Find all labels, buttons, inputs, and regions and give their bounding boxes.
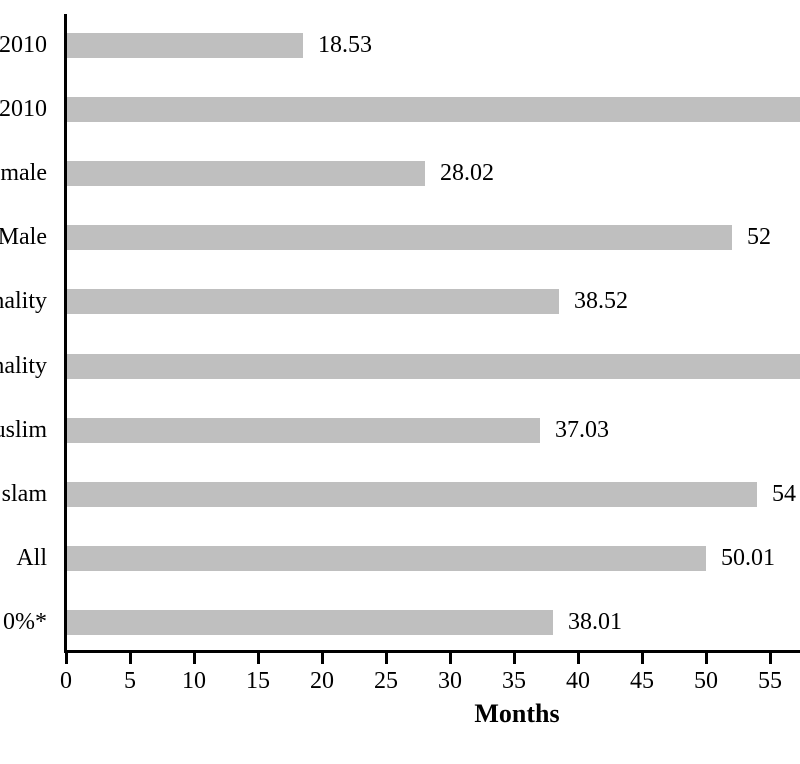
x-tick-label: 10 xyxy=(182,668,206,694)
y-axis-line xyxy=(64,14,67,653)
bar xyxy=(67,354,800,379)
x-tick-label: 35 xyxy=(502,668,526,694)
x-axis-line xyxy=(64,650,800,653)
x-tick-label: 30 xyxy=(438,668,462,694)
x-tick xyxy=(257,650,260,664)
x-tick xyxy=(193,650,196,664)
x-axis-title: Months xyxy=(474,699,560,728)
bar xyxy=(67,225,732,250)
bar xyxy=(67,546,706,571)
x-tick xyxy=(449,650,452,664)
x-tick xyxy=(385,650,388,664)
x-tick-label: 40 xyxy=(566,668,590,694)
bar xyxy=(67,289,559,314)
category-label: 2010 xyxy=(0,96,47,122)
bar xyxy=(67,97,800,122)
bar-value-label: 52 xyxy=(747,224,771,250)
category-label: Male xyxy=(0,224,47,250)
category-label: uslim xyxy=(0,417,47,443)
bar-value-label: 37.03 xyxy=(555,417,609,443)
x-tick xyxy=(129,650,132,664)
x-tick-label: 55 xyxy=(758,668,782,694)
bar xyxy=(67,418,540,443)
x-tick-label: 0 xyxy=(60,668,72,694)
category-label: nality xyxy=(0,288,47,314)
x-tick xyxy=(321,650,324,664)
category-label: slam xyxy=(1,481,47,507)
bar-value-label: 28.02 xyxy=(440,160,494,186)
category-label: male xyxy=(0,160,47,186)
x-tick xyxy=(65,650,68,664)
x-tick xyxy=(769,650,772,664)
bar xyxy=(67,161,425,186)
bar xyxy=(67,33,303,58)
x-tick-label: 5 xyxy=(124,668,136,694)
x-tick-label: 20 xyxy=(310,668,334,694)
x-tick-label: 25 xyxy=(374,668,398,694)
x-tick xyxy=(577,650,580,664)
bar xyxy=(67,610,553,635)
bar xyxy=(67,482,757,507)
bar-value-label: 18.53 xyxy=(318,32,372,58)
bar-value-label: 38.52 xyxy=(574,288,628,314)
bar-value-label: 54 xyxy=(772,481,796,507)
x-tick-label: 45 xyxy=(630,668,654,694)
category-label: 2010 xyxy=(0,32,47,58)
x-tick xyxy=(513,650,516,664)
x-tick-label: 15 xyxy=(246,668,270,694)
x-tick xyxy=(705,650,708,664)
x-tick-label: 50 xyxy=(694,668,718,694)
category-label: All xyxy=(16,545,47,571)
bar-value-label: 38.01 xyxy=(568,609,622,635)
category-label: 0%* xyxy=(3,609,47,635)
category-label: nality xyxy=(0,353,47,379)
bar-value-label: 50.01 xyxy=(721,545,775,571)
x-tick xyxy=(641,650,644,664)
